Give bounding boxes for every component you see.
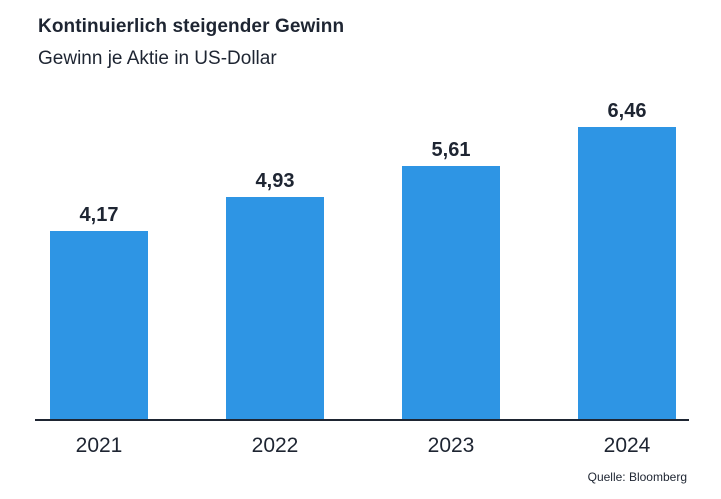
bar-value-label-2024: 6,46 — [607, 100, 647, 123]
x-axis-label-2023: 2023 — [427, 434, 475, 457]
bar-2023 — [402, 165, 500, 421]
bar-value-label-2023: 5,61 — [431, 138, 471, 161]
x-axis-label-2021: 2021 — [75, 434, 123, 457]
bar-group-2022: 4,93 2022 — [226, 0, 324, 457]
chart-subtitle: Gewinn je Aktie in US-Dollar — [38, 48, 277, 69]
bar-value-label-2021: 4,17 — [79, 204, 119, 227]
x-axis-label-2024: 2024 — [603, 434, 651, 457]
bar-value-label-2022: 4,93 — [255, 169, 295, 192]
bar-group-2023: 5,61 2023 — [402, 0, 500, 457]
bar-chart-plot: 4,17 2021 4,93 2022 5,61 2023 6,46 2024 — [35, 0, 689, 457]
bar-group-2021: 4,17 2021 — [50, 0, 148, 457]
bar-group-2024: 6,46 2024 — [578, 0, 676, 457]
source-note: Quelle: Bloomberg — [587, 470, 687, 484]
x-axis-line — [35, 419, 689, 421]
chart-title: Kontinuierlich steigender Gewinn — [38, 16, 345, 37]
bar-2022 — [226, 196, 324, 421]
bar-2024 — [578, 127, 676, 421]
x-axis-label-2022: 2022 — [251, 434, 299, 457]
bar-2021 — [50, 231, 148, 421]
